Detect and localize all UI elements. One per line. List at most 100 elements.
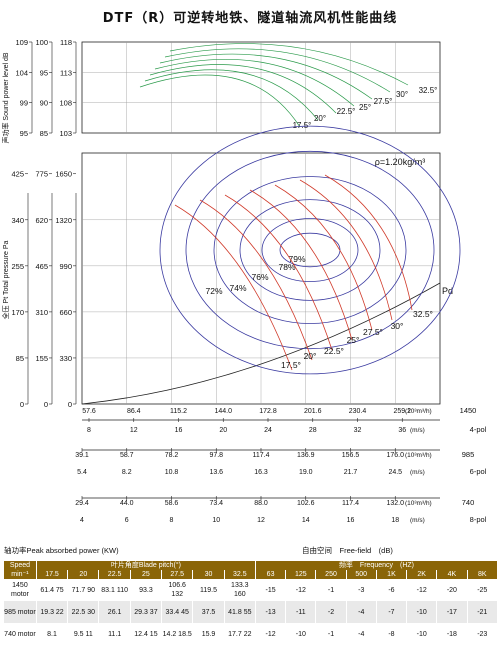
sound-curve	[169, 43, 409, 86]
performance-chart: 声功率 Sound power level dB 全压 Pt Total pres…	[1, 38, 487, 524]
velocity-tick-label: 16	[347, 517, 355, 524]
sound-blade-label: 20°	[314, 114, 326, 123]
flow-unit-label: (10³m³/h)	[405, 500, 432, 507]
pressure-tick-label: 170	[11, 308, 24, 317]
velocity-tick-label: 16.3	[254, 469, 268, 476]
sound-tick-label: 95	[20, 129, 28, 138]
power-cell: 33.4 45	[161, 601, 194, 623]
freq-subheader: 500	[346, 570, 377, 579]
sound-curve	[149, 64, 337, 114]
velocity-tick-label: 16	[175, 427, 183, 434]
noise-cell: -2	[315, 601, 347, 623]
efficiency-label: 76%	[251, 272, 268, 282]
sound-tick-label: 108	[59, 99, 72, 108]
flow-unit-label: (10³m³/h)	[405, 452, 432, 459]
power-cell: 8.1	[36, 623, 69, 645]
power-cell: 61.4 75	[36, 579, 69, 601]
velocity-tick-label: 28	[309, 427, 317, 434]
velocity-tick-label: 20	[219, 427, 227, 434]
noise-cell: -1	[315, 579, 347, 601]
pressure-tick-label: 255	[11, 262, 24, 271]
power-cell: 9.5 11	[67, 623, 100, 645]
poles-label: 4-pol	[470, 425, 487, 434]
noise-cell: -8	[376, 623, 408, 645]
pressure-tick-label: 620	[35, 216, 48, 225]
sound-blade-label: 25°	[359, 103, 371, 112]
noise-cell: -12	[406, 579, 438, 601]
velocity-tick-label: 12	[257, 517, 265, 524]
flow-unit-label: (10³m³/h)	[405, 408, 432, 415]
velocity-tick-label: 21.7	[344, 469, 358, 476]
blade-curve	[174, 204, 293, 371]
power-cell: 37.5	[192, 601, 225, 623]
noise-cell: -4	[346, 601, 377, 623]
noise-cell: -10	[406, 601, 438, 623]
noise-cell: -10	[406, 623, 438, 645]
freq-header: 频率 Frequency (HZ)	[255, 561, 499, 570]
blade-curve	[324, 174, 413, 311]
power-cell: 93.3	[130, 579, 163, 601]
free-field-caption: 自由空间 Free-field (dB)	[302, 546, 393, 555]
freq-subheader: 125	[285, 570, 317, 579]
freq-subheader: 63	[255, 570, 287, 579]
velocity-tick-label: 10	[212, 517, 220, 524]
performance-table: Speed min⁻¹ 叶片角度Blade pitch(°) 频率 Freque…	[4, 561, 499, 645]
velocity-tick-label: 8	[87, 427, 91, 434]
sound-tick-label: 99	[20, 99, 28, 108]
speed-cell: 1450 motor	[4, 579, 37, 601]
pd-label: Pd	[442, 286, 453, 296]
flow-tick-label: 136.9	[297, 452, 315, 459]
velocity-unit-label: (m/s)	[410, 427, 425, 434]
poles-label: 6-pol	[470, 467, 487, 476]
noise-cell: -4	[346, 623, 377, 645]
efficiency-label: 79%	[288, 254, 305, 264]
velocity-tick-label: 19.0	[299, 469, 313, 476]
flow-tick-label: 230.4	[349, 408, 367, 415]
power-cell: 41.8 55	[224, 601, 256, 623]
noise-cell: -10	[285, 623, 317, 645]
flow-tick-label: 144.0	[214, 408, 232, 415]
pressure-blade-label: 22.5°	[324, 346, 344, 356]
speed-header: Speed min⁻¹	[4, 561, 37, 579]
flow-tick-label: 201.6	[304, 408, 322, 415]
velocity-tick-label: 36	[398, 427, 406, 434]
power-cell: 15.9	[192, 623, 225, 645]
noise-cell: -7	[376, 601, 408, 623]
freq-subheader: 8K	[467, 570, 498, 579]
freq-subheader: 1K	[376, 570, 408, 579]
power-cell: 12.4 15	[130, 623, 163, 645]
pressure-tick-label: 340	[11, 216, 24, 225]
flow-tick-label: 58.6	[165, 500, 179, 507]
noise-cell: -13	[255, 601, 287, 623]
pressure-tick-label: 1320	[55, 216, 72, 225]
pressure-tick-label: 990	[59, 262, 72, 271]
flow-tick-label: 78.2	[165, 452, 179, 459]
pressure-tick-label: 330	[59, 354, 72, 363]
velocity-tick-label: 24.5	[388, 469, 402, 476]
pressure-tick-label: 85	[16, 354, 24, 363]
noise-cell: -17	[436, 601, 468, 623]
flow-tick-label: 259.2	[393, 408, 411, 415]
power-caption: 轴功率Peak absorbed power (KW)	[4, 546, 119, 555]
density-label: ρ=1.20kg/m³	[375, 157, 425, 167]
noise-cell: -12	[285, 579, 317, 601]
sound-tick-label: 109	[15, 38, 28, 47]
pressure-tick-label: 155	[35, 354, 48, 363]
noise-cell: -23	[467, 623, 498, 645]
noise-cell: -6	[376, 579, 408, 601]
noise-cell: -25	[467, 579, 498, 601]
flow-tick-label: 88.0	[254, 500, 268, 507]
flow-tick-label: 156.5	[342, 452, 360, 459]
flow-tick-label: 58.7	[120, 452, 134, 459]
blade-header: 叶片角度Blade pitch(°)	[36, 561, 256, 570]
pd-curve	[81, 282, 441, 405]
noise-cell: -20	[436, 579, 468, 601]
velocity-tick-label: 12	[130, 427, 138, 434]
speed-label: 1450	[460, 406, 477, 415]
speed-cell: 985 motor	[4, 601, 37, 623]
velocity-unit-label: (m/s)	[410, 517, 425, 524]
pressure-tick-label: 0	[68, 400, 72, 409]
blade-curve	[249, 189, 353, 341]
power-cell: 29.3 37	[130, 601, 163, 623]
sound-axis-label: 声功率 Sound power level dB	[1, 52, 10, 143]
